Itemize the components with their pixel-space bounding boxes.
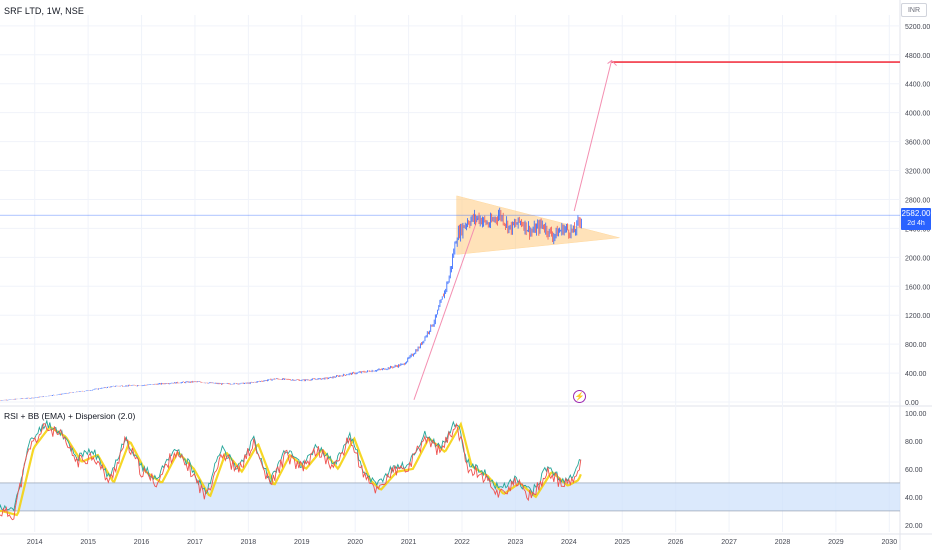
lightning-icon[interactable]: ⚡ [573,390,586,403]
rsi-tick-label: 40.00 [905,495,923,502]
bar-countdown-label: 2d 4h [907,220,925,227]
triangle-pattern [456,195,620,255]
time-tick-label: 2030 [882,539,898,546]
rsi-band [0,482,900,511]
time-tick-label: 2024 [561,539,577,546]
rsi-line [0,422,582,521]
time-tick-label: 2020 [347,539,363,546]
projection-line [413,217,479,400]
price-tick-label: 1600.00 [905,284,930,291]
time-tick-label: 2022 [454,539,470,546]
last-price-tag: 2582.00 2d 4h [901,208,931,230]
price-tick-label: 0.00 [905,400,919,407]
time-tick-label: 2023 [508,539,524,546]
time-tick-label: 2027 [721,539,737,546]
rsi-tick-label: 20.00 [905,523,923,530]
time-tick-label: 2015 [80,539,96,546]
price-tick-label: 4000.00 [905,111,930,118]
time-tick-label: 2014 [27,539,43,546]
time-tick-label: 2019 [294,539,310,546]
chart-title: SRF LTD, 1W, NSE [4,6,84,16]
indicator-title: RSI + BB (EMA) + Dispersion (2.0) [4,411,136,421]
price-tick-label: 400.00 [905,371,927,378]
price-tick-label: 3600.00 [905,140,930,147]
projection-arrow-head [607,59,617,66]
rsi-tick-label: 80.00 [905,439,923,446]
time-tick-label: 2028 [775,539,791,546]
time-tick-label: 2018 [241,539,257,546]
price-tick-label: 4400.00 [905,82,930,89]
time-tick-label: 2016 [134,539,150,546]
price-tick-label: 1200.00 [905,313,930,320]
last-price-label: 2582.00 [901,209,931,218]
price-tick-label: 3200.00 [905,169,930,176]
price-tick-label: 2000.00 [905,255,930,262]
time-tick-label: 2029 [828,539,844,546]
time-tick-label: 2025 [614,539,630,546]
price-tick-label: 5200.00 [905,24,930,31]
time-tick-label: 2017 [187,539,203,546]
price-tick-label: 2800.00 [905,197,930,204]
rsi-bb-line [0,418,582,512]
projection-line-2 [573,60,613,212]
rsi-tick-label: 60.00 [905,467,923,474]
time-tick-label: 2021 [401,539,417,546]
rsi-tick-label: 100.00 [905,411,927,418]
time-tick-label: 2026 [668,539,684,546]
price-tick-label: 4800.00 [905,53,930,60]
currency-button[interactable]: INR [901,3,927,17]
price-tick-label: 800.00 [905,342,927,349]
